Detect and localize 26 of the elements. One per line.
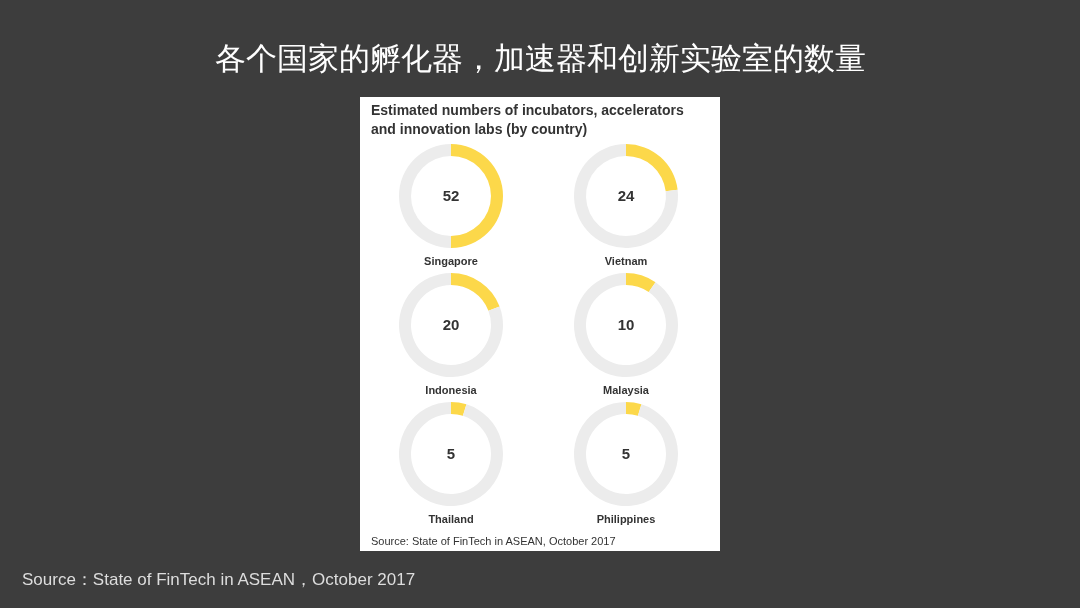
text: Indonesia — [425, 384, 478, 396]
text: Singapore — [424, 255, 478, 267]
chart-title: 各个国家的孵化器，加速器和创新实验室的数量 — [213, 39, 867, 78]
text: Thailand — [428, 513, 474, 525]
donut-slice — [399, 273, 503, 377]
donut-slice — [574, 402, 678, 506]
source-note: Source：State of FinTech in ASEAN，October 2017 — [22, 569, 416, 591]
text: Vietnam — [604, 255, 648, 267]
text: Malaysia — [603, 384, 650, 396]
donut-slice — [626, 273, 656, 293]
data-label: 5 — [446, 445, 456, 462]
donut-slice — [574, 273, 678, 377]
donut-slice — [451, 273, 500, 311]
source-note: Source: State of FinTech in ASEAN, October 2017 — [371, 535, 616, 547]
donut-slice — [399, 402, 503, 506]
donut-slice — [574, 144, 678, 248]
donut-slice — [626, 144, 678, 192]
data-label: 5 — [621, 445, 631, 462]
data-label: 24 — [617, 187, 635, 204]
text: Philippines — [596, 513, 656, 525]
data-label: 20 — [442, 316, 460, 333]
data-label: 52 — [442, 187, 460, 204]
data-label: 10 — [617, 316, 635, 333]
donut-slice — [451, 402, 467, 416]
chart-subtitle: Estimated numbers of incubators, accelerators and innovation labs (by country) — [371, 101, 685, 139]
donut-slice — [626, 402, 642, 416]
